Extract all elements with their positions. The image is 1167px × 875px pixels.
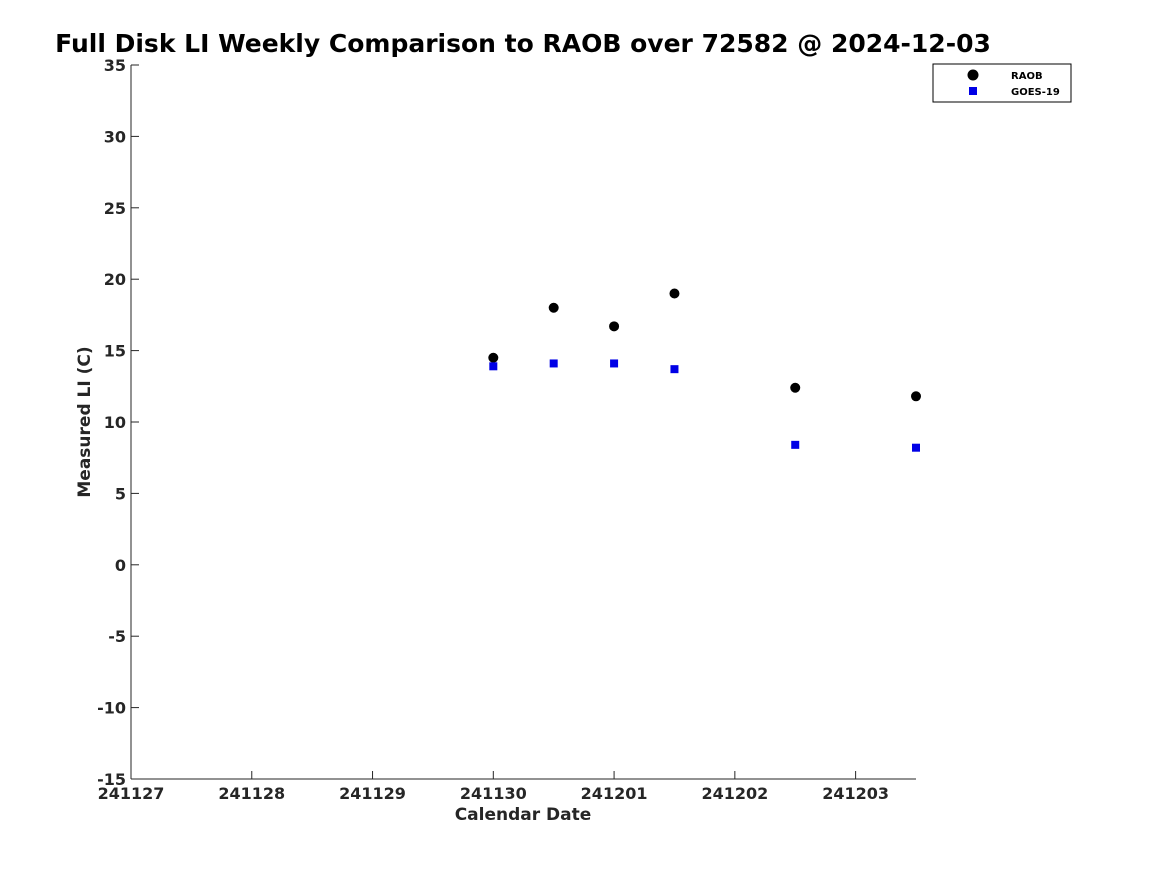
- x-tick-label: 241203: [822, 784, 889, 803]
- legend-label-goes-19: GOES-19: [1011, 87, 1060, 98]
- y-tick-label: 30: [104, 127, 126, 146]
- x-tick-label: 241202: [701, 784, 768, 803]
- y-tick-label: 0: [115, 556, 126, 575]
- raob-point: [548, 302, 559, 313]
- axes: [130, 65, 916, 780]
- y-tick-label: -5: [108, 627, 126, 646]
- y-tick-label: -15: [97, 770, 126, 789]
- raob-point: [911, 391, 921, 402]
- y-tick-label: 5: [115, 484, 126, 503]
- y-tick-label: -10: [97, 699, 126, 718]
- goes-19-point: [610, 359, 619, 368]
- y-tick-label: 35: [104, 56, 126, 75]
- raob-point: [669, 288, 680, 299]
- goes-19-point: [912, 443, 920, 452]
- raob-point: [609, 321, 620, 332]
- goes-19-point: [791, 440, 800, 449]
- legend-marker-raob: [967, 69, 979, 81]
- legend-box: [932, 63, 1072, 103]
- x-tick-label: 241129: [339, 784, 406, 803]
- goes-19-point: [489, 362, 498, 371]
- raob-point: [790, 382, 801, 393]
- chart-title: Full Disk LI Weekly Comparison to RAOB o…: [55, 29, 991, 58]
- legend: RAOB GOES-19: [932, 63, 1072, 103]
- x-tick-label: 241130: [460, 784, 527, 803]
- y-tick-label: 10: [104, 413, 126, 432]
- x-axis-label: Calendar Date: [455, 805, 592, 825]
- x-tick-label: 241201: [581, 784, 648, 803]
- x-tick-label: 241128: [218, 784, 285, 803]
- goes-19-point: [549, 359, 558, 368]
- y-tick-label: 15: [104, 342, 126, 361]
- y-ticks: 35 30 25 20 15 10 5 0 -5 -10 -15: [97, 56, 139, 789]
- x-ticks: 241127 241128 241129 241130 241201 241202 2412…: [98, 771, 889, 803]
- legend-marker-goes-19: [969, 87, 977, 95]
- y-axis-label: Measured LI (C): [75, 346, 95, 497]
- x-tick-label: 241127: [98, 784, 165, 803]
- goes-19-point: [670, 365, 679, 374]
- y-tick-label: 25: [104, 199, 126, 218]
- legend-label-raob: RAOB: [1011, 71, 1043, 82]
- raob-point: [488, 352, 499, 363]
- y-tick-label: 20: [104, 270, 126, 289]
- series-layer: [488, 288, 921, 452]
